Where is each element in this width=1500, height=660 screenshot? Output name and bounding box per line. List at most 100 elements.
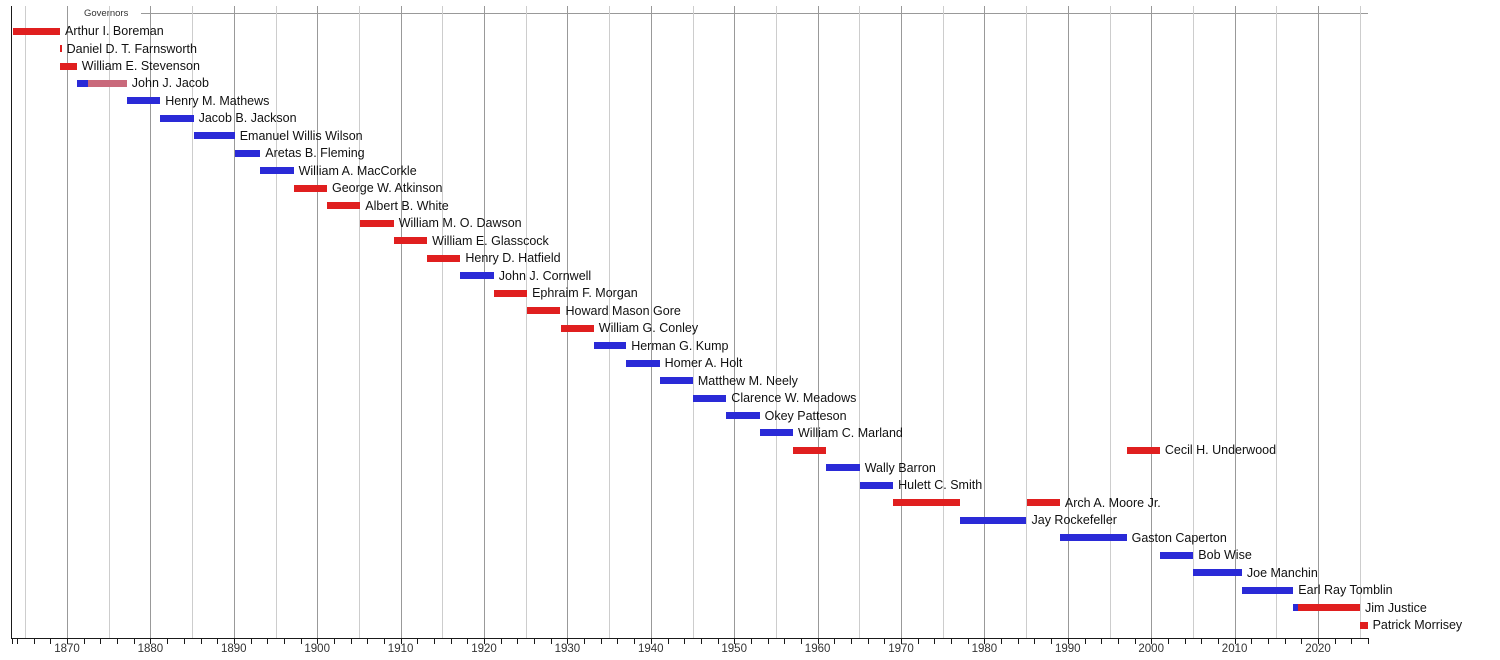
governor-name-label: Albert B. White — [365, 198, 449, 213]
axis-tick-label: 2000 — [1138, 643, 1164, 655]
axis-tick — [934, 639, 936, 644]
gridline-1900 — [317, 6, 319, 638]
term-bar — [60, 62, 77, 70]
axis-tick — [884, 639, 886, 644]
term-bar — [87, 79, 127, 87]
governor-name-label: Jay Rockefeller — [1031, 513, 1117, 528]
term-bar — [1297, 604, 1360, 612]
term-bar — [726, 412, 760, 419]
term-bar — [1241, 586, 1294, 594]
axis-tick — [400, 639, 402, 644]
axis-tick — [800, 639, 802, 644]
term-bar — [1293, 604, 1298, 612]
axis-tick — [367, 639, 369, 644]
axis-tick — [267, 639, 269, 644]
term-bar — [626, 359, 660, 367]
governor-name-label: Joe Manchin — [1246, 565, 1318, 580]
gridline-1925 — [525, 6, 527, 638]
gridline-2025 — [1359, 6, 1361, 638]
axis-tick — [600, 639, 602, 644]
axis-tick — [217, 639, 219, 644]
axis-tick — [17, 639, 18, 644]
term-bar — [826, 464, 860, 472]
axis-tick — [383, 639, 385, 644]
term-bar — [1059, 534, 1127, 542]
axis-tick — [100, 639, 102, 644]
axis-tick-label: 1980 — [971, 643, 998, 655]
axis-tick — [33, 639, 35, 644]
gridline-1910 — [400, 6, 402, 638]
gridline-1905 — [358, 6, 360, 638]
gridline-1930 — [567, 6, 569, 638]
axis-tick — [50, 639, 52, 644]
governor-name-label: William C. Marland — [798, 425, 903, 440]
axis-tick — [300, 639, 302, 644]
axis-tick — [1217, 639, 1219, 644]
governor-name-label: William M. O. Dawson — [398, 216, 522, 231]
y-axis-spine — [11, 6, 12, 639]
governor-name-label: Howard Mason Gore — [565, 303, 681, 318]
gridline-1960 — [817, 6, 819, 638]
gridline-1870 — [67, 6, 68, 638]
axis-tick — [917, 639, 919, 644]
gridline-1890 — [233, 6, 235, 638]
axis-tick — [1151, 639, 1153, 644]
governor-name-label: Cecil H. Underwood — [1164, 443, 1277, 458]
gridline-1965 — [859, 6, 861, 638]
axis-tick — [851, 639, 852, 644]
governor-name-label: Henry D. Hatfield — [465, 251, 561, 266]
axis-tick — [667, 639, 669, 644]
gridline-1970 — [901, 6, 902, 638]
axis-tick — [951, 639, 952, 644]
gridline-1955 — [775, 6, 777, 638]
axis-tick — [183, 639, 185, 644]
governor-name-label: John J. Cornwell — [498, 268, 592, 283]
governor-name-label: Wally Barron — [864, 460, 936, 475]
governor-name-label: John J. Jacob — [131, 76, 209, 91]
governor-name-label: Arthur I. Boreman — [65, 24, 164, 38]
term-bar — [1360, 621, 1368, 629]
axis-tick — [967, 639, 969, 644]
axis-tick — [901, 639, 902, 644]
term-bar — [793, 446, 827, 454]
term-bar — [1159, 551, 1194, 559]
governor-name-label: Okey Patteson — [764, 408, 847, 423]
axis-tick — [467, 639, 469, 644]
axis-tick — [250, 639, 252, 644]
governor-name-label: Aretas B. Fleming — [265, 146, 365, 161]
axis-tick-label: 1990 — [1055, 643, 1081, 655]
axis-tick — [534, 639, 536, 644]
governor-name-label: William A. MacCorkle — [298, 163, 417, 178]
axis-tick — [434, 639, 435, 644]
axis-tick — [1067, 639, 1069, 644]
term-bar — [60, 45, 62, 52]
governor-name-label: William G. Conley — [598, 321, 699, 336]
axis-tick — [1334, 639, 1336, 644]
gridline-1865 — [25, 6, 27, 638]
axis-tick — [1117, 639, 1119, 644]
axis-tick — [584, 639, 586, 644]
term-bar — [959, 516, 1027, 524]
axis-tick-label: 2010 — [1221, 643, 1248, 655]
axis-tick — [517, 639, 519, 644]
gridline-2000 — [1151, 6, 1153, 638]
governor-name-label: Emanuel Willis Wilson — [239, 128, 363, 143]
governor-name-label: Gaston Caperton — [1131, 530, 1227, 545]
axis-tick — [350, 639, 352, 644]
governor-name-label: Daniel D. T. Farnsworth — [66, 41, 197, 56]
governor-name-label: Matthew M. Neely — [697, 373, 798, 388]
term-bar — [759, 429, 793, 437]
gridline-1975 — [942, 6, 944, 638]
governor-name-label: Herman G. Kump — [631, 338, 729, 353]
axis-tick — [200, 639, 202, 644]
axis-tick-label: 1920 — [471, 643, 497, 655]
axis-tick — [1101, 639, 1103, 644]
gridline-1885 — [192, 6, 194, 638]
axis-tick — [1201, 639, 1203, 644]
term-bar — [493, 289, 528, 297]
axis-tick — [67, 639, 68, 644]
governor-name-label: Hulett C. Smith — [898, 478, 983, 493]
x-axis-line — [11, 638, 1369, 639]
axis-tick — [1084, 639, 1086, 644]
governor-name-label: Patrick Morrisey — [1372, 618, 1463, 633]
